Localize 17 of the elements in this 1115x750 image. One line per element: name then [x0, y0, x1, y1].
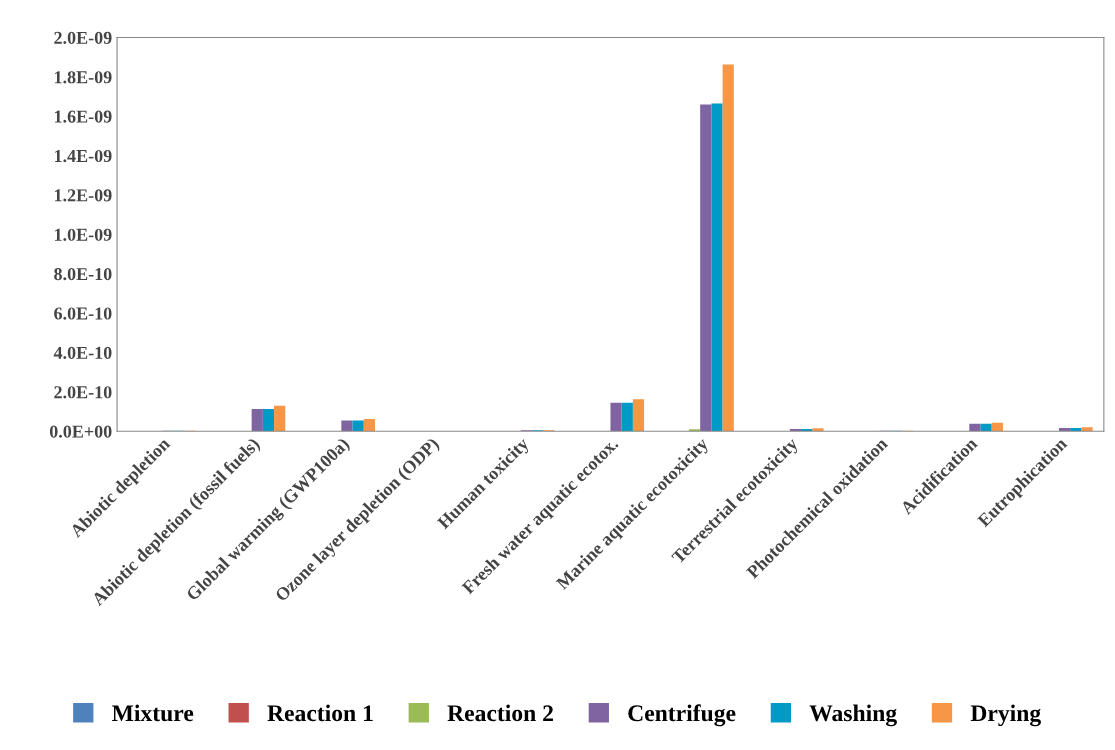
- y-tick-label: 2.0E-09: [54, 31, 112, 45]
- legend-label: Drying: [970, 704, 1041, 727]
- y-tick-label: 6.0E-10: [54, 307, 112, 320]
- legend-label: Washing: [809, 704, 897, 727]
- legend-label: Reaction 2: [447, 704, 553, 722]
- y-tick-label: 0.0E+00: [49, 425, 112, 438]
- legend-label: Centrifuge: [628, 704, 736, 727]
- legend-label: Reaction 1: [267, 704, 373, 722]
- y-tick-label: 4.0E-10: [53, 346, 112, 360]
- y-tick-label: 1.8E-09: [54, 71, 112, 84]
- y-tick-label: 1.0E-09: [54, 228, 112, 241]
- y-tick-label: 1.4E-09: [54, 149, 112, 163]
- legend-label: Mixture: [112, 704, 194, 722]
- y-tick-label: 1.6E-09: [54, 110, 112, 123]
- y-tick-label: 1.2E-09: [54, 189, 112, 202]
- y-tick-label: 8.0E-10: [54, 268, 112, 281]
- y-tick-label: 2.0E-10: [54, 386, 112, 399]
